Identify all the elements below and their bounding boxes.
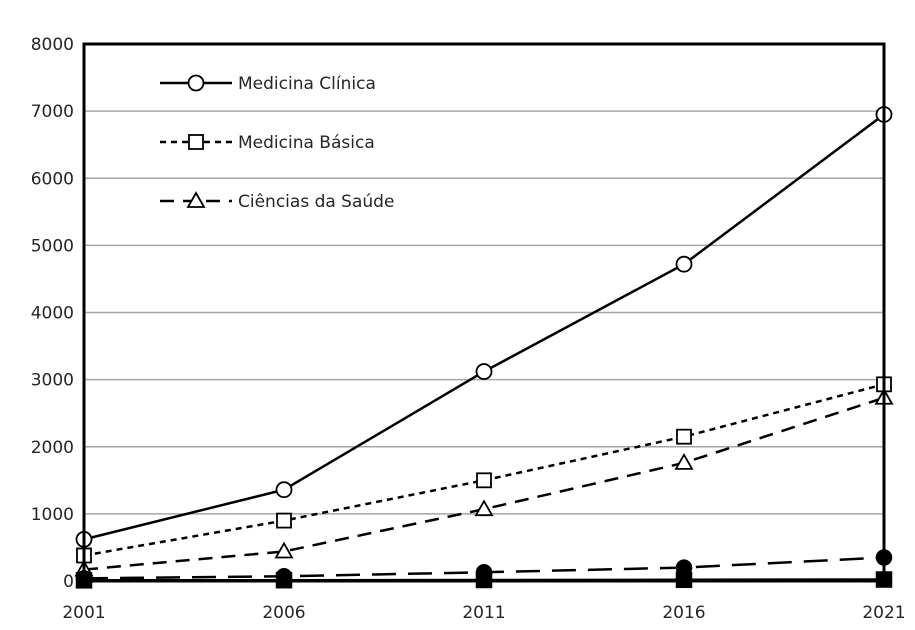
series-1-point — [276, 512, 292, 529]
series-2-point — [274, 541, 294, 559]
legend-label: Medicina Clínica — [238, 74, 376, 94]
y-tick-label: 2000 — [31, 438, 74, 458]
legend: Medicina Clínica Medicina Básica Ciências … — [160, 74, 394, 212]
y-tick-label: 3000 — [31, 371, 74, 391]
series-0-point — [275, 481, 293, 499]
x-axis-tick-labels: 2001 2006 2011 2016 2021 — [62, 603, 905, 623]
y-tick-label: 7000 — [31, 102, 74, 122]
y-tick-label: 0 — [63, 572, 74, 592]
legend-marker-2 — [186, 191, 206, 208]
series-2-point — [474, 499, 494, 517]
series-2-point — [674, 453, 694, 470]
legend-label: Medicina Básica — [238, 133, 375, 153]
plot-area-frame — [82, 42, 886, 583]
x-tick-label: 2006 — [262, 603, 305, 623]
legend-marker-0 — [187, 74, 205, 92]
series-line-2 — [83, 396, 885, 571]
x-tick-label: 2016 — [662, 603, 705, 623]
y-tick-label: 8000 — [31, 35, 74, 55]
legend-marker-1 — [188, 134, 204, 150]
y-tick-label: 5000 — [31, 236, 74, 256]
x-tick-label: 2011 — [462, 603, 505, 623]
series-1-point — [676, 428, 692, 445]
y-axis-tick-labels: 0 1000 2000 3000 4000 5000 6000 7000 8000 — [31, 35, 74, 592]
series-0-point — [675, 255, 693, 273]
x-tick-label: 2001 — [62, 603, 105, 623]
y-tick-label: 4000 — [31, 304, 74, 324]
legend-label: Ciências da Saúde — [238, 192, 394, 212]
y-tick-label: 6000 — [31, 169, 74, 189]
x-tick-label: 2021 — [862, 603, 905, 623]
y-tick-label: 1000 — [31, 505, 74, 525]
series-1-point — [476, 472, 492, 489]
series-0-point — [475, 363, 493, 380]
